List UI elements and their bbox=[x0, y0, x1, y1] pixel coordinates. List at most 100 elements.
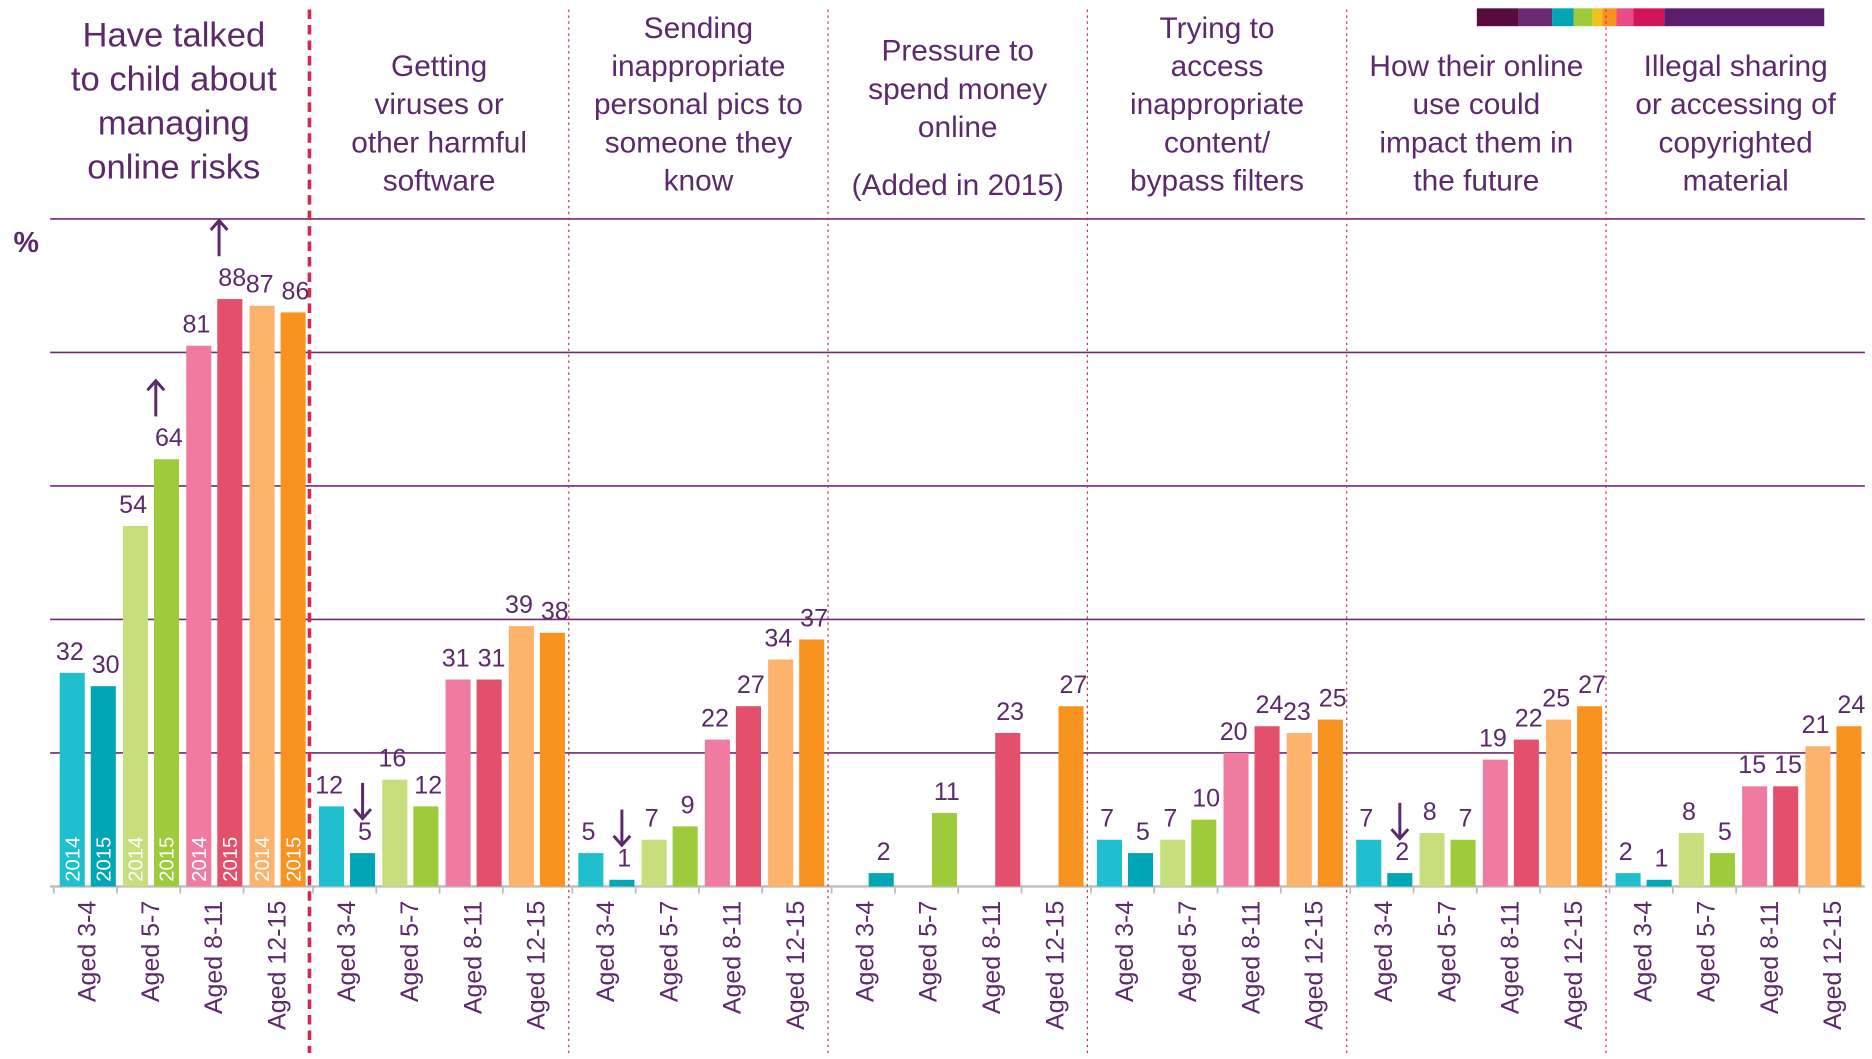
bar bbox=[1577, 706, 1603, 887]
y-axis-label: % bbox=[14, 227, 39, 259]
value-label: 19 bbox=[1479, 725, 1507, 753]
value-label: 31 bbox=[478, 644, 506, 672]
value-label: 5 bbox=[1136, 818, 1150, 846]
panel-title: know bbox=[664, 164, 734, 197]
panel-title: online bbox=[918, 111, 998, 144]
x-tick-label: Aged 5-7 bbox=[1174, 901, 1202, 1002]
panel-title: or accessing of bbox=[1635, 88, 1836, 121]
bar bbox=[609, 879, 635, 887]
bar bbox=[350, 853, 376, 887]
x-tick-label: Aged 8-11 bbox=[978, 901, 1006, 1014]
panel-note: (Added in 2015) bbox=[852, 169, 1064, 202]
value-label: 2 bbox=[1395, 838, 1409, 866]
value-label: 81 bbox=[182, 311, 210, 339]
panel-title: software bbox=[383, 164, 496, 197]
bar bbox=[1254, 726, 1280, 887]
x-tick-label: Aged 3-4 bbox=[73, 901, 101, 1002]
panel-title: viruses or bbox=[374, 88, 503, 121]
x-tick-label: Aged 3-4 bbox=[1629, 901, 1657, 1002]
value-label: 15 bbox=[1774, 751, 1802, 779]
bar bbox=[1546, 719, 1572, 887]
bar bbox=[1709, 853, 1735, 887]
panel-title: How their online bbox=[1369, 50, 1583, 83]
bar bbox=[1646, 879, 1672, 887]
x-tick-label: Aged 5-7 bbox=[1433, 901, 1461, 1002]
x-tick-label: Aged 3-4 bbox=[592, 901, 620, 1002]
panel-title: inappropriate bbox=[1130, 88, 1304, 121]
x-tick-label: Aged 8-11 bbox=[1237, 901, 1265, 1014]
value-label: 8 bbox=[1682, 798, 1696, 826]
value-label: 39 bbox=[505, 591, 533, 619]
bar bbox=[1513, 739, 1539, 887]
panel-title: bypass filters bbox=[1130, 164, 1304, 197]
bar bbox=[186, 345, 212, 887]
x-tick-label: Aged 8-11 bbox=[1756, 901, 1784, 1014]
panel-title: use could bbox=[1412, 88, 1540, 121]
panel-title: copyrighted bbox=[1659, 126, 1813, 159]
series-label: 2015 bbox=[157, 837, 179, 882]
bar bbox=[868, 873, 894, 887]
panel-title: Pressure to bbox=[881, 35, 1034, 68]
bar bbox=[413, 806, 439, 887]
bar bbox=[122, 526, 149, 887]
x-tick-label: Aged 5-7 bbox=[1693, 901, 1721, 1002]
bar bbox=[995, 732, 1021, 887]
bar bbox=[931, 813, 958, 887]
bar bbox=[1678, 833, 1704, 887]
panel-title: material bbox=[1683, 164, 1789, 197]
bar bbox=[90, 686, 116, 887]
value-label: 32 bbox=[56, 638, 84, 666]
value-label: 11 bbox=[934, 778, 960, 806]
bar bbox=[768, 659, 794, 887]
value-label: 86 bbox=[282, 277, 310, 305]
value-label: 5 bbox=[1718, 818, 1732, 846]
bar bbox=[1096, 839, 1123, 887]
value-label: 34 bbox=[764, 624, 792, 652]
panel-title: Illegal sharing bbox=[1644, 50, 1828, 83]
value-label: 22 bbox=[1515, 705, 1543, 733]
panel-title: Have talked bbox=[82, 16, 265, 54]
value-label: 7 bbox=[1459, 805, 1473, 833]
x-tick-label: Aged 3-4 bbox=[1111, 901, 1139, 1002]
value-label: 31 bbox=[442, 644, 470, 672]
bar bbox=[578, 853, 604, 887]
bar bbox=[1482, 759, 1508, 887]
value-label: 10 bbox=[1192, 785, 1220, 813]
series-label: 2015 bbox=[283, 837, 305, 882]
value-label: 7 bbox=[1359, 805, 1373, 833]
value-label: 54 bbox=[119, 491, 147, 519]
value-label: 7 bbox=[1163, 805, 1177, 833]
bar bbox=[508, 626, 534, 887]
series-label: 2014 bbox=[126, 837, 148, 882]
value-label: 24 bbox=[1256, 691, 1284, 719]
color-strip bbox=[1476, 8, 1825, 27]
panel-title: spend money bbox=[868, 73, 1047, 106]
x-tick-label: Aged 8-11 bbox=[459, 901, 487, 1014]
panel-title: online risks bbox=[87, 149, 260, 187]
bar bbox=[704, 739, 730, 887]
panel-title: access bbox=[1171, 50, 1264, 83]
bar bbox=[59, 672, 85, 887]
bar bbox=[1160, 839, 1186, 887]
value-label: 16 bbox=[378, 745, 406, 773]
panel-title: Trying to bbox=[1160, 12, 1275, 45]
value-label: 20 bbox=[1220, 718, 1248, 746]
change-arrow-head bbox=[612, 834, 632, 848]
bar bbox=[1450, 839, 1476, 887]
value-label: 23 bbox=[996, 698, 1024, 726]
bar bbox=[476, 679, 502, 887]
bar bbox=[1615, 873, 1641, 887]
panel-title: Sending bbox=[644, 12, 753, 45]
bar bbox=[1836, 726, 1862, 887]
value-label: 27 bbox=[737, 671, 765, 699]
x-tick-label: Aged 5-7 bbox=[915, 901, 943, 1002]
value-label: 5 bbox=[581, 818, 595, 846]
panel-title: other harmful bbox=[351, 126, 527, 159]
value-label: 7 bbox=[645, 805, 659, 833]
bar bbox=[280, 312, 306, 887]
x-tick-label: Aged 8-11 bbox=[200, 901, 228, 1014]
x-tick-label: Aged 8-11 bbox=[719, 901, 747, 1014]
x-tick-label: Aged 12-15 bbox=[1301, 901, 1329, 1030]
bar bbox=[539, 632, 565, 887]
